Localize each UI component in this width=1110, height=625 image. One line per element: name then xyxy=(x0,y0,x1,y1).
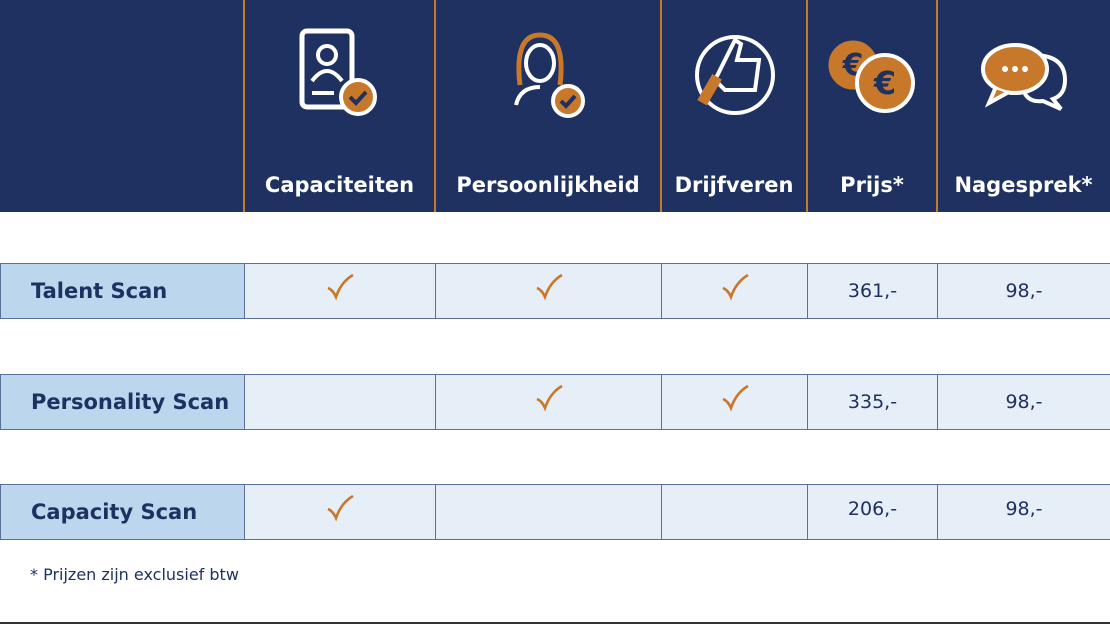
table-cell xyxy=(435,263,662,319)
header-separator xyxy=(660,0,662,212)
table-cell: 98,- xyxy=(937,484,1110,540)
footnote: * Prijzen zijn exclusief btw xyxy=(30,565,239,584)
row-label: Personality Scan xyxy=(0,374,245,430)
table-cell xyxy=(435,374,662,430)
header-separator xyxy=(434,0,436,212)
check-mark xyxy=(327,494,354,522)
bottom-rule xyxy=(0,622,1110,624)
column-header: Nagesprek* xyxy=(954,173,1093,197)
row-label: Talent Scan xyxy=(0,263,245,319)
check-mark xyxy=(721,273,749,301)
table-cell: 361,- xyxy=(807,263,938,319)
check-mark xyxy=(721,384,749,412)
row-label: Capacity Scan xyxy=(0,484,245,540)
header-separator xyxy=(806,0,808,212)
icon-personality xyxy=(514,32,585,118)
table-cell: 98,- xyxy=(937,263,1110,319)
column-header: Drijfveren xyxy=(674,173,794,197)
header-separator xyxy=(243,0,245,212)
table-cell xyxy=(244,263,436,319)
column-header: Prijs* xyxy=(840,173,904,197)
table-cell xyxy=(244,374,436,430)
check-mark xyxy=(535,384,563,412)
table-cell xyxy=(244,484,436,540)
table-cell: 335,- xyxy=(807,374,938,430)
svg-text:€: € xyxy=(873,64,896,102)
header-separator xyxy=(936,0,938,212)
table-cell xyxy=(661,263,808,319)
column-header: Capaciteiten xyxy=(264,173,415,197)
table-cell xyxy=(661,374,808,430)
check-mark xyxy=(327,273,354,301)
icon-chat xyxy=(981,43,1068,111)
check-mark xyxy=(535,273,563,301)
table-cell: 206,- xyxy=(807,484,938,540)
icon-motivation xyxy=(695,35,775,115)
table-cell xyxy=(661,484,808,540)
table-cell: 98,- xyxy=(937,374,1110,430)
column-header: Persoonlijkheid xyxy=(456,173,640,197)
table-cell xyxy=(435,484,662,540)
icon-capacity xyxy=(299,28,377,116)
icon-price: € € xyxy=(825,37,915,113)
